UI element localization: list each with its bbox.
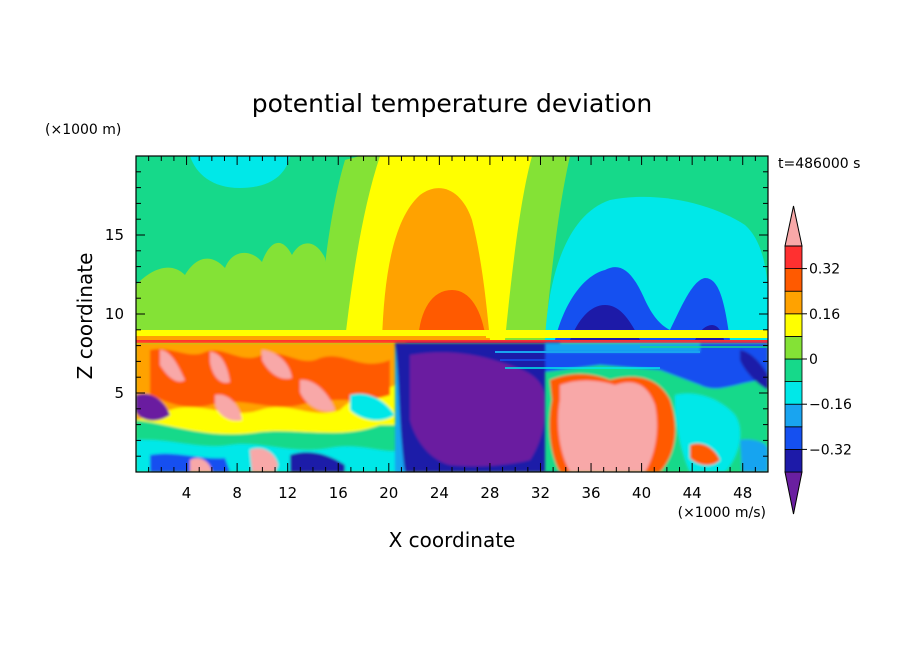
x-tick-label: 32 bbox=[531, 484, 550, 502]
colorbar-bin bbox=[784, 426, 803, 450]
x-tick-label: 8 bbox=[232, 484, 242, 502]
x-axis: 4 8 12 16 20 24 28 32 36 40 44 48 bbox=[148, 156, 756, 502]
colorbar-tick-label: 0.16 bbox=[809, 307, 840, 323]
region-cyan-top bbox=[190, 156, 290, 188]
region-redorange-dome bbox=[418, 290, 486, 340]
colorbar-bin bbox=[784, 290, 803, 315]
contour-field bbox=[136, 156, 768, 472]
x-tick-label: 24 bbox=[430, 484, 449, 502]
colorbar-bin bbox=[784, 268, 803, 292]
y-axis: 5 10 15 bbox=[105, 171, 768, 457]
y-tick-label: 10 bbox=[105, 305, 124, 323]
colorbar-extend-high bbox=[784, 205, 803, 247]
colorbar-bin bbox=[784, 335, 803, 360]
region-lightgreen-left bbox=[136, 242, 335, 340]
colorbar-extend-low bbox=[784, 471, 803, 515]
region-purple-center bbox=[395, 343, 560, 472]
x-tick-label: 48 bbox=[733, 484, 752, 502]
colorbar-bin bbox=[784, 381, 803, 405]
region-right-lower bbox=[545, 343, 768, 472]
colorbar-tick-label: −0.32 bbox=[809, 442, 852, 458]
chart-title: potential temperature deviation bbox=[252, 89, 652, 118]
band-yellow bbox=[136, 330, 768, 338]
colorbar-bin bbox=[784, 403, 803, 428]
colorbar-bin bbox=[784, 313, 803, 337]
wave-streaks bbox=[495, 346, 768, 369]
x-tick-label: 44 bbox=[683, 484, 702, 502]
colorbar-tick-label: 0.32 bbox=[809, 262, 840, 278]
x-tick-label: 4 bbox=[182, 484, 192, 502]
y-tick-label: 15 bbox=[105, 226, 124, 244]
x-tick-label: 40 bbox=[632, 484, 651, 502]
colorbar-tick-label: 0 bbox=[809, 352, 818, 368]
band-orange bbox=[136, 336, 486, 341]
colorbar: 0.32 0.16 0 −0.16 −0.32 bbox=[784, 205, 852, 515]
colorbar-tick-label: −0.16 bbox=[809, 397, 852, 413]
colorbar-bin bbox=[784, 358, 803, 383]
x-tick-label: 20 bbox=[379, 484, 398, 502]
colorbar-bin bbox=[784, 448, 803, 473]
y-tick-label: 5 bbox=[114, 384, 124, 402]
band-red bbox=[136, 340, 768, 343]
x-axis-label: X coordinate bbox=[389, 528, 516, 552]
region-turbulence-left bbox=[136, 343, 406, 472]
x-tick-label: 28 bbox=[480, 484, 499, 502]
x-tick-label: 36 bbox=[581, 484, 600, 502]
x-tick-label: 12 bbox=[278, 484, 297, 502]
time-label: t=486000 s bbox=[778, 156, 860, 172]
colorbar-bin bbox=[784, 245, 803, 270]
x-tick-label: 16 bbox=[329, 484, 348, 502]
y-axis-label: Z coordinate bbox=[73, 253, 97, 380]
x-unit-label: (×1000 m/s) bbox=[678, 505, 766, 521]
y-unit-label: (×1000 m) bbox=[45, 122, 121, 138]
